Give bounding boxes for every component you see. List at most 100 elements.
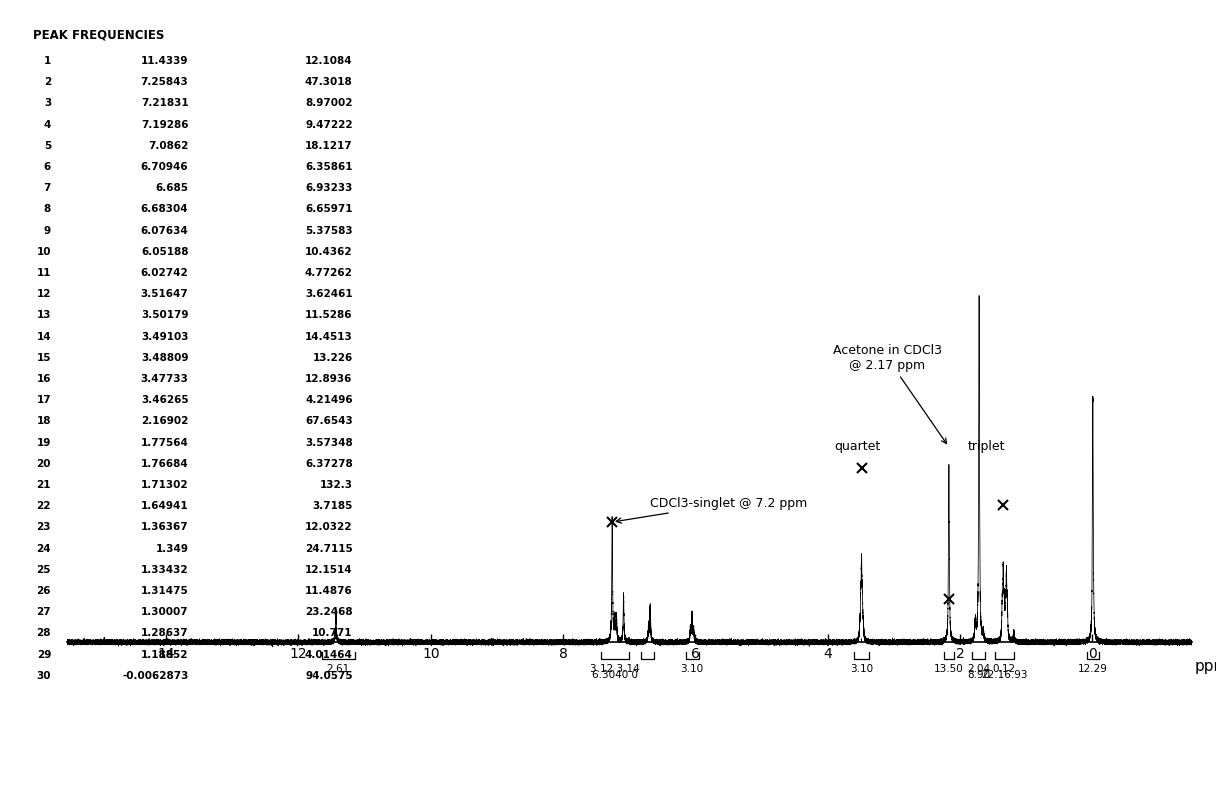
Text: 6.93233: 6.93233	[305, 183, 353, 193]
Text: 3.10: 3.10	[681, 664, 704, 674]
Text: 19: 19	[36, 438, 51, 447]
Text: 11: 11	[36, 268, 51, 278]
Text: 2: 2	[44, 77, 51, 87]
Text: 23.2468: 23.2468	[305, 607, 353, 617]
Text: 3.47733: 3.47733	[141, 374, 188, 384]
Text: 21: 21	[36, 480, 51, 490]
Text: 47.3018: 47.3018	[305, 77, 353, 87]
Text: 22.16.93: 22.16.93	[981, 670, 1028, 680]
Text: 3.12 3.14: 3.12 3.14	[590, 664, 640, 674]
Text: 18: 18	[36, 416, 51, 426]
Text: 12.1084: 12.1084	[305, 56, 353, 66]
Text: 8.90: 8.90	[967, 670, 990, 680]
Text: 20: 20	[36, 458, 51, 469]
Text: 11.5286: 11.5286	[305, 310, 353, 320]
Text: 1.71302: 1.71302	[141, 480, 188, 490]
Text: 7.0862: 7.0862	[148, 141, 188, 150]
Text: 1.349: 1.349	[156, 543, 188, 554]
Text: 11.4339: 11.4339	[141, 56, 188, 66]
Text: quartet: quartet	[834, 441, 880, 454]
Text: PEAK FREQUENCIES: PEAK FREQUENCIES	[33, 28, 164, 41]
Text: 6.35861: 6.35861	[305, 162, 353, 172]
Text: 1.30007: 1.30007	[141, 607, 188, 617]
Text: 26: 26	[36, 586, 51, 596]
Text: 5.37583: 5.37583	[305, 226, 353, 235]
Text: 28: 28	[36, 629, 51, 638]
Text: 22: 22	[36, 501, 51, 511]
Text: 6.68304: 6.68304	[141, 204, 188, 214]
Text: 1.28637: 1.28637	[141, 629, 188, 638]
Text: 7: 7	[44, 183, 51, 193]
Text: 4.01464: 4.01464	[305, 650, 353, 659]
Text: 6.3040 0: 6.3040 0	[592, 670, 637, 680]
Text: 8: 8	[44, 204, 51, 214]
Text: 9: 9	[44, 226, 51, 235]
Text: 29: 29	[36, 650, 51, 659]
Text: 3.49103: 3.49103	[141, 331, 188, 342]
Text: ppm: ppm	[1195, 659, 1216, 674]
Text: 7.25843: 7.25843	[141, 77, 188, 87]
Text: 1.36367: 1.36367	[141, 522, 188, 532]
Text: 1: 1	[44, 56, 51, 66]
Text: 94.0575: 94.0575	[305, 670, 353, 681]
Text: 18.1217: 18.1217	[305, 141, 353, 150]
Text: 15: 15	[36, 353, 51, 362]
Text: 30: 30	[36, 670, 51, 681]
Text: 6.07634: 6.07634	[141, 226, 188, 235]
Text: 3.48809: 3.48809	[141, 353, 188, 362]
Text: CDCl3-singlet @ 7.2 ppm: CDCl3-singlet @ 7.2 ppm	[617, 497, 807, 523]
Text: 17: 17	[36, 395, 51, 405]
Text: -0.0062873: -0.0062873	[122, 670, 188, 681]
Text: 10: 10	[36, 246, 51, 257]
Text: 3.50179: 3.50179	[141, 310, 188, 320]
Text: 6.65971: 6.65971	[305, 204, 353, 214]
Text: 24: 24	[36, 543, 51, 554]
Text: 4: 4	[44, 119, 51, 130]
Text: 3.51647: 3.51647	[141, 289, 188, 299]
Text: 1.33432: 1.33432	[141, 565, 188, 574]
Text: 4.77262: 4.77262	[305, 268, 353, 278]
Text: 3.7185: 3.7185	[313, 501, 353, 511]
Text: 1.64941: 1.64941	[141, 501, 188, 511]
Text: 6: 6	[44, 162, 51, 172]
Text: 10.771: 10.771	[313, 629, 353, 638]
Text: 6.37278: 6.37278	[305, 458, 353, 469]
Text: 14: 14	[36, 331, 51, 342]
Text: triplet: triplet	[968, 441, 1006, 454]
Text: 27: 27	[36, 607, 51, 617]
Text: 2.61: 2.61	[327, 664, 350, 674]
Text: 9.47222: 9.47222	[305, 119, 353, 130]
Text: 1.76684: 1.76684	[141, 458, 188, 469]
Text: 1.31475: 1.31475	[141, 586, 188, 596]
Text: 16: 16	[36, 374, 51, 384]
Text: 3.62461: 3.62461	[305, 289, 353, 299]
Text: 11.4876: 11.4876	[305, 586, 353, 596]
Text: 5: 5	[44, 141, 51, 150]
Text: 10.4362: 10.4362	[305, 246, 353, 257]
Text: 3.46265: 3.46265	[141, 395, 188, 405]
Text: 3.10: 3.10	[850, 664, 873, 674]
Text: 7.19286: 7.19286	[141, 119, 188, 130]
Text: 3: 3	[44, 98, 51, 108]
Text: 2.04: 2.04	[967, 664, 990, 674]
Text: 13.50: 13.50	[934, 664, 964, 674]
Text: 1.77564: 1.77564	[141, 438, 188, 447]
Text: 1.18852: 1.18852	[141, 650, 188, 659]
Text: 6.02742: 6.02742	[141, 268, 188, 278]
Text: 7.21831: 7.21831	[141, 98, 188, 108]
Text: 6.05188: 6.05188	[141, 246, 188, 257]
Text: 13: 13	[36, 310, 51, 320]
Text: 6.70946: 6.70946	[141, 162, 188, 172]
Text: 12.8936: 12.8936	[305, 374, 353, 384]
Text: 132.3: 132.3	[320, 480, 353, 490]
Text: 12.29: 12.29	[1077, 664, 1108, 674]
Text: 8.97002: 8.97002	[305, 98, 353, 108]
Text: 4.21496: 4.21496	[305, 395, 353, 405]
Text: 6.685: 6.685	[156, 183, 188, 193]
Text: Acetone in CDCl3
@ 2.17 ppm: Acetone in CDCl3 @ 2.17 ppm	[833, 344, 946, 443]
Text: 23: 23	[36, 522, 51, 532]
Text: 3.57348: 3.57348	[305, 438, 353, 447]
Text: 67.6543: 67.6543	[305, 416, 353, 426]
Text: 14.4513: 14.4513	[305, 331, 353, 342]
Text: 24.7115: 24.7115	[305, 543, 353, 554]
